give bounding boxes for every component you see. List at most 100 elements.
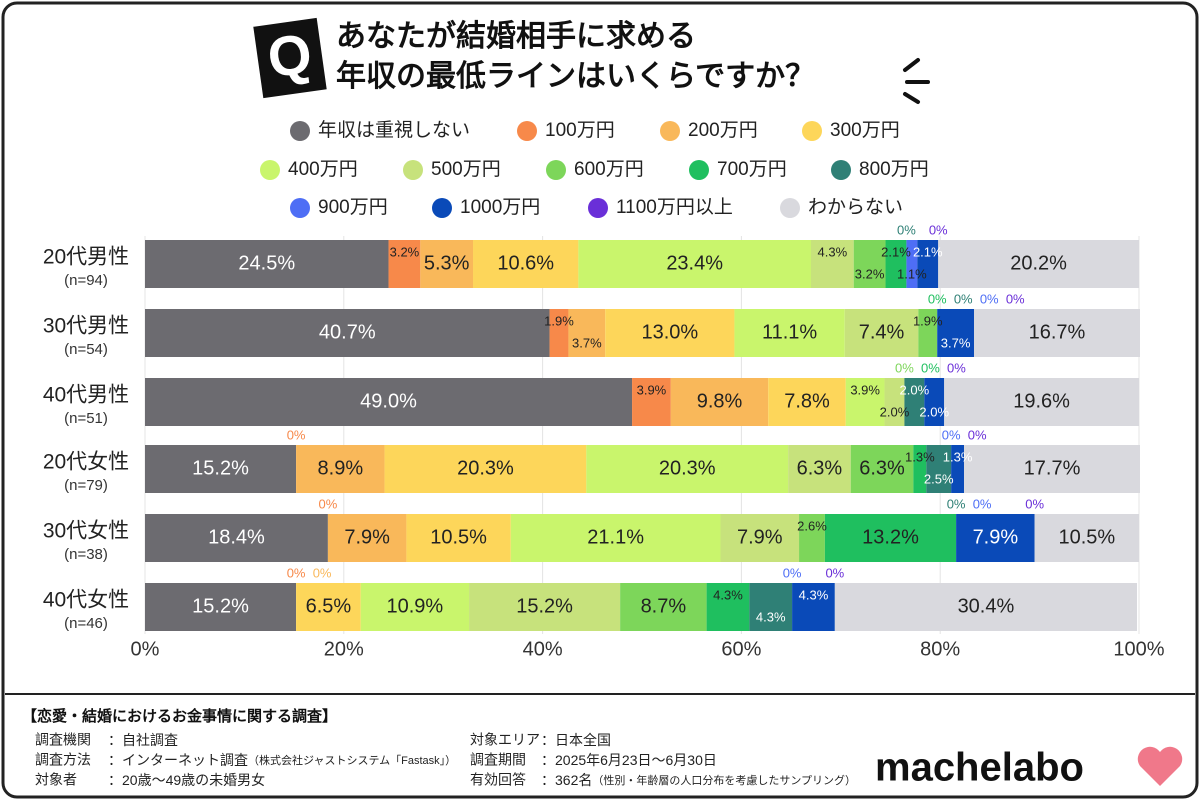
x-tick-label: 100% — [1113, 638, 1164, 660]
bar-segment — [568, 309, 606, 357]
survey-value: ：日本全国 — [541, 732, 611, 748]
bar-segment — [1034, 514, 1139, 562]
data-label: 3.9% — [850, 382, 880, 397]
data-label: 2.0% — [919, 404, 949, 419]
legend-swatch — [780, 198, 800, 218]
data-label: 2.6% — [797, 518, 827, 533]
chart-title: 年収の最低ラインはいくらですか？ — [336, 60, 815, 93]
data-label: 0% — [921, 360, 940, 375]
legend-swatch — [546, 160, 566, 180]
bar-segment — [388, 240, 421, 288]
bar-segment — [844, 309, 919, 357]
bar-segment — [632, 378, 671, 426]
data-label: 4.3% — [756, 609, 786, 624]
bar-segment — [788, 445, 851, 493]
data-label: 0% — [318, 496, 337, 511]
bar-segment — [792, 583, 835, 631]
legend-swatch — [290, 198, 310, 218]
badge-text: Q — [264, 21, 316, 89]
survey-value-text: ：20歳～49歳の未婚男女 — [108, 772, 265, 788]
data-label: 0% — [942, 427, 961, 442]
survey-value-text: ：2025年6月23日～6月30日 — [541, 752, 717, 768]
bar-segment — [964, 445, 1140, 493]
x-tick-label: 0% — [131, 638, 160, 660]
data-label: 10.9% — [387, 595, 444, 617]
legend-swatch — [660, 121, 680, 141]
bar-segment — [938, 240, 1139, 288]
category-label: 40代女性 — [43, 589, 129, 612]
legend-label: わからない — [808, 197, 903, 218]
data-label: 7.4% — [859, 321, 905, 343]
data-label: 20.2% — [1010, 252, 1067, 274]
survey-label: 調査機関 — [35, 732, 91, 748]
bar-segment — [605, 309, 735, 357]
data-label: 6.3% — [859, 457, 905, 479]
bar-segment — [850, 445, 914, 493]
survey-note: （株式会社ジャストシステム「Fastask」） — [248, 753, 456, 767]
bar-segment — [586, 445, 789, 493]
bar-segment — [384, 445, 587, 493]
bar-segment — [799, 514, 825, 562]
category-label: 40代男性 — [43, 384, 129, 407]
bar-segment — [937, 309, 974, 357]
data-label: 10.5% — [1058, 526, 1115, 548]
bar-segment — [670, 378, 769, 426]
bar-segment — [884, 378, 905, 426]
data-label: 7.9% — [344, 526, 390, 548]
bar-segment — [926, 445, 952, 493]
data-label: 8.7% — [641, 595, 687, 617]
survey-value: ：2025年6月23日～6月30日 — [541, 752, 717, 768]
category-note: (n=94) — [64, 272, 108, 289]
category-note: (n=38) — [64, 546, 108, 563]
bar-segment — [956, 514, 1035, 562]
legend-label: 1000万円 — [460, 197, 540, 218]
data-label: 18.4% — [208, 526, 265, 548]
survey-title: 【恋愛・結婚におけるお金事情に関する調査】 — [22, 707, 337, 725]
data-label: 49.0% — [360, 390, 417, 412]
data-label: 17.7% — [1024, 457, 1081, 479]
bar-segment — [973, 309, 1140, 357]
data-label: 0% — [980, 291, 999, 306]
bar-segment — [327, 514, 407, 562]
badge-box — [253, 17, 327, 99]
bar-segment — [810, 240, 854, 288]
survey-note: （性別・年齢層の人口分布を考慮したサンプリング） — [592, 773, 856, 787]
bar-segment — [620, 583, 707, 631]
q-badge: Q — [253, 17, 327, 99]
legend-label: 500万円 — [431, 159, 501, 180]
bar-segment — [845, 378, 885, 426]
survey-value: ：20歳～49歳の未婚男女 — [108, 772, 265, 788]
bar-segment — [360, 583, 470, 631]
bar-segment — [473, 240, 579, 288]
bar-segment — [924, 378, 945, 426]
logo-heart — [1137, 746, 1183, 786]
data-label: 21.1% — [587, 526, 644, 548]
legend-label: 年収は重視しない — [318, 119, 470, 141]
data-label: 10.6% — [497, 252, 554, 274]
data-label: 15.2% — [192, 457, 249, 479]
bar-segment — [145, 514, 328, 562]
survey-label: 対象エリア — [470, 732, 540, 748]
bar-segment — [469, 583, 621, 631]
chart-title: あなたが結婚相手に求める — [336, 19, 696, 53]
data-label: 3.7% — [941, 335, 971, 350]
data-label: 0% — [973, 496, 992, 511]
legend-swatch — [689, 160, 709, 180]
data-label: 0% — [825, 565, 844, 580]
data-label: 7.8% — [784, 390, 830, 412]
survey-value: ：自社調査 — [108, 732, 178, 748]
data-label: 0% — [313, 565, 332, 580]
survey-value-text: ：日本全国 — [541, 732, 611, 748]
bar-segment — [420, 240, 474, 288]
legend-swatch — [290, 121, 310, 141]
data-label: 3.9% — [637, 382, 667, 397]
data-label: 3.7% — [572, 335, 602, 350]
data-label: 1.1% — [897, 266, 927, 281]
bar-segment — [145, 583, 297, 631]
data-label: 4.3% — [713, 587, 743, 602]
legend-label: 800万円 — [859, 159, 929, 180]
bar-segment — [720, 514, 800, 562]
x-tick-label: 60% — [721, 638, 761, 660]
data-label: 4.3% — [799, 587, 829, 602]
